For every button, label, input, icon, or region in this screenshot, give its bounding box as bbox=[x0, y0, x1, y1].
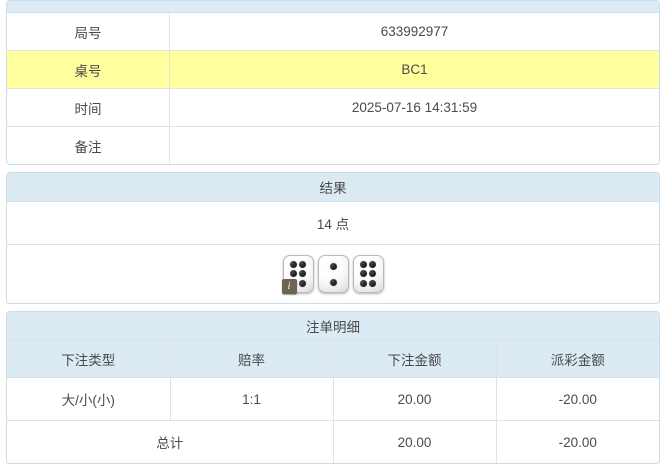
info-label-time: 时间 bbox=[7, 88, 170, 127]
bet-panel-header-row: 注单明细 bbox=[7, 312, 659, 341]
die-pip bbox=[369, 270, 377, 278]
info-label-table-no: 桌号 bbox=[7, 50, 170, 89]
die-pip bbox=[369, 279, 377, 287]
result-panel-header-row: 结果 bbox=[7, 173, 659, 202]
table-row: 局号 633992977 bbox=[7, 13, 659, 51]
info-panel-top-strip bbox=[7, 1, 659, 13]
info-value-time: 2025-07-16 14:31:59 bbox=[169, 88, 659, 127]
bet-detail-panel: 注单明细 下注类型 赔率 下注金额 派彩金额 大/小(小) 1:1 20.00 … bbox=[6, 311, 660, 464]
result-total-points: 14 点 bbox=[7, 201, 659, 245]
cell-bet-type: 大/小(小) bbox=[7, 377, 171, 421]
die-pip bbox=[299, 270, 307, 278]
die-pip bbox=[359, 261, 367, 269]
table-row: 时间 2025-07-16 14:31:59 bbox=[7, 88, 659, 127]
result-table: 结果 14 点 bbox=[7, 173, 659, 303]
die-pip bbox=[359, 279, 367, 287]
info-label-remark: 备注 bbox=[7, 126, 170, 164]
die-pip bbox=[289, 261, 297, 269]
cell-odds: 1:1 bbox=[169, 377, 334, 421]
info-badge-icon[interactable]: i bbox=[281, 279, 297, 294]
column-header-bet-amount: 下注金额 bbox=[332, 340, 497, 378]
die-pip bbox=[329, 278, 337, 286]
bet-table-header-row: 下注类型 赔率 下注金额 派彩金额 bbox=[7, 340, 659, 378]
info-value-remark bbox=[169, 126, 659, 164]
die-pip bbox=[299, 261, 307, 269]
die-pip bbox=[359, 270, 367, 278]
die-pip bbox=[289, 270, 297, 278]
cell-payout-amount: -20.00 bbox=[495, 377, 659, 421]
bet-detail-table: 注单明细 下注类型 赔率 下注金额 派彩金额 大/小(小) 1:1 20.00 … bbox=[7, 312, 659, 463]
table-row: 14 点 bbox=[7, 201, 659, 245]
table-row: 大/小(小) 1:1 20.00 -20.00 bbox=[7, 377, 659, 421]
cell-bet-amount: 20.00 bbox=[332, 377, 497, 421]
cell-total-label: 总计 bbox=[7, 420, 334, 463]
round-info-panel: 局号 633992977 桌号 BC1 时间 2025-07-16 14:31:… bbox=[6, 0, 660, 165]
cell-total-payout-amount: -20.00 bbox=[495, 420, 659, 463]
round-info-table: 局号 633992977 桌号 BC1 时间 2025-07-16 14:31:… bbox=[7, 13, 659, 164]
die-3 bbox=[352, 255, 384, 293]
table-row: 桌号 BC1 bbox=[7, 50, 659, 89]
column-header-bet-type: 下注类型 bbox=[7, 340, 171, 378]
dice-group: i bbox=[7, 255, 659, 294]
bet-panel-title: 注单明细 bbox=[7, 312, 659, 341]
result-panel-title: 结果 bbox=[7, 173, 659, 202]
column-header-odds: 赔率 bbox=[169, 340, 334, 378]
info-value-round-no: 633992977 bbox=[169, 13, 659, 51]
cell-total-bet-amount: 20.00 bbox=[332, 420, 497, 463]
die-pip bbox=[369, 261, 377, 269]
table-row: i bbox=[7, 244, 659, 303]
table-row-total: 总计 20.00 -20.00 bbox=[7, 420, 659, 463]
die-1: i bbox=[281, 255, 314, 294]
info-value-table-no: BC1 bbox=[169, 50, 659, 89]
column-header-payout-amount: 派彩金额 bbox=[495, 340, 659, 378]
die-2 bbox=[317, 255, 349, 293]
die-pip bbox=[329, 262, 337, 270]
table-row: 备注 bbox=[7, 126, 659, 164]
info-label-round-no: 局号 bbox=[7, 13, 170, 51]
result-dice-cell: i bbox=[7, 244, 659, 303]
die-pip bbox=[299, 279, 307, 287]
result-panel: 结果 14 点 bbox=[6, 172, 660, 304]
